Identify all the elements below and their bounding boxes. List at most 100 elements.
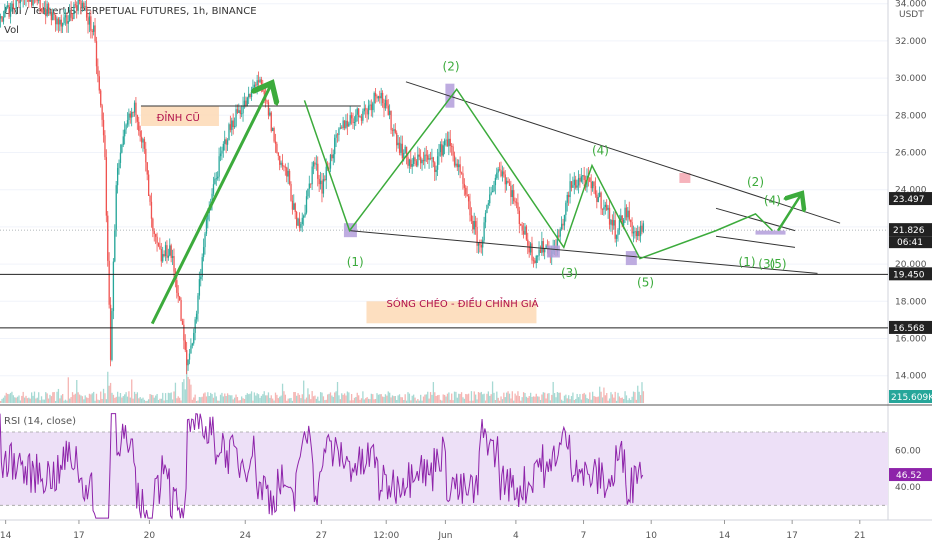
volume-bar	[417, 398, 419, 403]
candle-body	[528, 245, 530, 253]
volume-bar	[157, 399, 160, 403]
candle-body	[201, 257, 203, 277]
volume-bar	[427, 391, 429, 403]
candle-body	[303, 215, 305, 218]
volume-bar	[267, 392, 270, 403]
volume-bar	[404, 394, 406, 403]
volume-bar	[638, 391, 640, 403]
volume-bar	[472, 400, 474, 403]
candle-body	[566, 194, 568, 203]
volume-bar	[469, 400, 471, 403]
candle-body	[453, 155, 456, 166]
volume-bar	[606, 393, 608, 403]
volume-bar	[467, 393, 470, 403]
candle-body	[517, 202, 519, 211]
small-channel-bottom-line[interactable]	[715, 235, 796, 248]
candle-body	[496, 172, 498, 178]
volume-bar	[176, 398, 178, 403]
candle-body	[429, 158, 432, 159]
volume-bar	[408, 393, 411, 403]
volume-bar	[631, 396, 633, 403]
candle-body	[403, 152, 405, 159]
volume-bar	[101, 398, 103, 403]
candle-body	[342, 120, 344, 128]
candle-body	[67, 21, 69, 24]
candle-body	[386, 99, 388, 106]
candle-body	[57, 18, 60, 25]
volume-bar	[358, 395, 360, 403]
candle-body	[608, 207, 611, 225]
candle-body	[272, 127, 274, 131]
candle-body	[483, 222, 485, 241]
volume-bar	[507, 391, 509, 403]
time-tick-label: 4	[513, 531, 519, 541]
candle-body	[232, 120, 234, 128]
candle-body	[187, 359, 189, 366]
volume-bar	[149, 394, 151, 403]
volume-bar	[191, 399, 193, 403]
volume-bar	[273, 400, 275, 403]
candle-body	[417, 154, 419, 166]
candle-body	[521, 225, 523, 231]
channel-top-line[interactable]	[405, 81, 841, 224]
volume-bar	[583, 392, 585, 403]
volume-bar	[146, 400, 148, 403]
volume-bar	[245, 394, 247, 403]
volume-bar	[25, 395, 27, 403]
volume-bar	[477, 392, 480, 403]
candle-body	[393, 129, 395, 131]
candle-body	[398, 142, 401, 153]
candle-body	[224, 139, 226, 144]
candle-body	[125, 124, 127, 130]
price-badge-text: 16.568	[893, 324, 925, 334]
candle-body	[173, 256, 175, 272]
volume-bar	[365, 398, 367, 403]
candle-body	[480, 244, 482, 248]
volume-bar	[452, 400, 454, 403]
candle-body	[307, 188, 309, 197]
volume-bar	[140, 398, 143, 403]
volume-bar	[599, 386, 601, 403]
impulse-arrow[interactable]	[150, 86, 270, 325]
candle-body	[219, 153, 222, 157]
volume-bar	[180, 400, 182, 403]
volume-bar	[389, 392, 391, 403]
candle-body	[186, 350, 188, 366]
candle-body	[128, 113, 130, 121]
time-tick-label: 10	[645, 531, 657, 541]
rsi-line[interactable]	[0, 413, 644, 520]
volume-bar	[301, 394, 303, 403]
volume-bar	[603, 387, 605, 403]
volume-bar	[91, 393, 93, 403]
candle-body	[508, 182, 511, 186]
projection-arrow[interactable]	[777, 195, 801, 232]
volume-bar	[553, 393, 556, 403]
volume-bar	[236, 397, 239, 403]
elliott-wave-path[interactable]	[303, 87, 773, 260]
volume-bar	[308, 394, 310, 403]
channel-bottom-line[interactable]	[349, 230, 818, 274]
candle-body	[428, 158, 430, 160]
volume-bar	[420, 394, 422, 403]
volume-bar	[246, 393, 248, 403]
volume-bar	[608, 398, 611, 403]
candle-body	[9, 9, 12, 17]
candle-body	[88, 16, 91, 25]
candle-body	[305, 196, 308, 213]
volume-bar	[590, 399, 592, 403]
candle-body	[52, 12, 54, 21]
volume-bar	[412, 394, 415, 403]
volume-bar	[391, 395, 394, 403]
candle-body	[610, 219, 612, 225]
candle-body	[167, 255, 170, 258]
candle-body	[183, 324, 185, 341]
volume-bar	[5, 392, 7, 403]
rsi-tick-label: 60.00	[895, 446, 921, 456]
candle-body	[71, 17, 74, 19]
volume-bar	[23, 397, 26, 403]
volume-bar	[76, 379, 78, 403]
volume-bar	[293, 392, 295, 403]
candle-body	[445, 139, 447, 141]
volume-bar	[444, 394, 446, 403]
